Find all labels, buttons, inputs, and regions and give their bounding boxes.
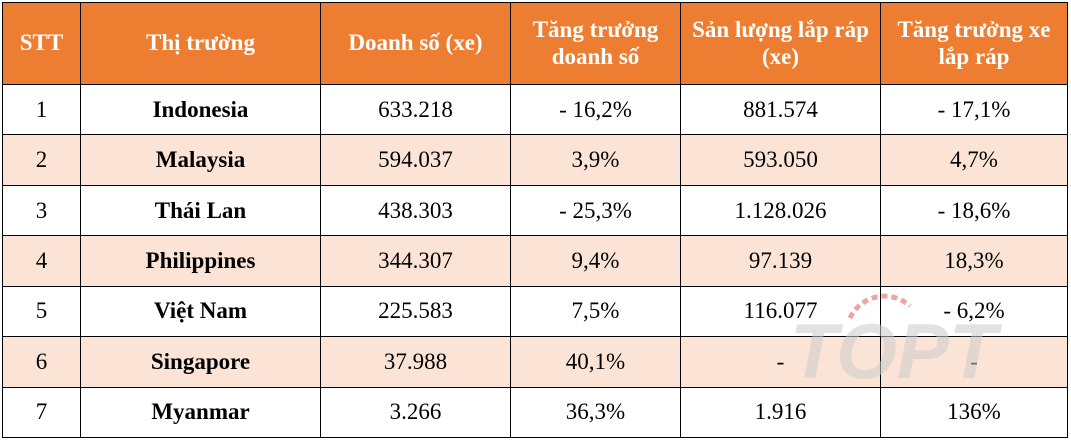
cell-market: Malaysia bbox=[80, 134, 321, 186]
cell-sales: 37.988 bbox=[320, 336, 511, 388]
cell-sales: 3.266 bbox=[320, 386, 511, 439]
cell-market: Thái Lan bbox=[80, 184, 321, 237]
cell-market: Myanmar bbox=[80, 386, 321, 439]
header-sales-growth: Tăng trưởng doanh số bbox=[510, 2, 681, 85]
cell-assembly: 97.139 bbox=[680, 235, 881, 287]
cell-stt: 4 bbox=[2, 235, 81, 287]
cell-stt: 1 bbox=[2, 83, 81, 136]
cell-assembly-growth: 136% bbox=[880, 386, 1068, 439]
cell-sales-growth: 36,3% bbox=[510, 386, 681, 439]
cell-stt: 2 bbox=[2, 134, 81, 186]
cell-assembly: 1.916 bbox=[680, 386, 881, 439]
header-assembly: Sản lượng lắp ráp (xe) bbox=[680, 2, 881, 85]
cell-assembly-growth: 18,3% bbox=[880, 235, 1068, 287]
cell-sales-growth: 9,4% bbox=[510, 235, 681, 287]
cell-market: Việt Nam bbox=[80, 285, 321, 338]
cell-market: Singapore bbox=[80, 336, 321, 388]
cell-assembly-growth: - bbox=[880, 336, 1068, 388]
header-market: Thị trường bbox=[80, 2, 321, 85]
header-stt: STT bbox=[2, 2, 81, 85]
table-row: 2 Malaysia 594.037 3,9% 593.050 4,7% bbox=[2, 134, 1068, 186]
cell-sales-growth: - 16,2% bbox=[510, 83, 681, 136]
cell-assembly: 116.077 bbox=[680, 285, 881, 338]
cell-assembly: 593.050 bbox=[680, 134, 881, 186]
cell-sales: 633.218 bbox=[320, 83, 511, 136]
cell-sales-growth: 7,5% bbox=[510, 285, 681, 338]
header-row: STT Thị trường Doanh số (xe) Tăng trưởng… bbox=[2, 2, 1068, 85]
cell-assembly: - bbox=[680, 336, 881, 388]
cell-assembly-growth: - 17,1% bbox=[880, 83, 1068, 136]
cell-market: Philippines bbox=[80, 235, 321, 287]
cell-sales-growth: 3,9% bbox=[510, 134, 681, 186]
cell-sales: 438.303 bbox=[320, 184, 511, 237]
cell-sales: 594.037 bbox=[320, 134, 511, 186]
header-assembly-growth: Tăng trưởng xe lắp ráp bbox=[880, 2, 1068, 85]
cell-assembly-growth: - 18,6% bbox=[880, 184, 1068, 237]
cell-stt: 3 bbox=[2, 184, 81, 237]
cell-sales: 344.307 bbox=[320, 235, 511, 287]
cell-assembly: 881.574 bbox=[680, 83, 881, 136]
cell-assembly: 1.128.026 bbox=[680, 184, 881, 237]
cell-stt: 5 bbox=[2, 285, 81, 338]
cell-market: Indonesia bbox=[80, 83, 321, 136]
table-row: 7 Myanmar 3.266 36,3% 1.916 136% bbox=[2, 386, 1068, 439]
table-row: 4 Philippines 344.307 9,4% 97.139 18,3% bbox=[2, 235, 1068, 287]
cell-stt: 6 bbox=[2, 336, 81, 388]
header-sales: Doanh số (xe) bbox=[320, 2, 511, 85]
table-row: 1 Indonesia 633.218 - 16,2% 881.574 - 17… bbox=[2, 83, 1068, 136]
table-row: 5 Việt Nam 225.583 7,5% 116.077 - 6,2% bbox=[2, 285, 1068, 338]
cell-sales-growth: 40,1% bbox=[510, 336, 681, 388]
table-row: 3 Thái Lan 438.303 - 25,3% 1.128.026 - 1… bbox=[2, 184, 1068, 237]
table-row: 6 Singapore 37.988 40,1% - - bbox=[2, 336, 1068, 388]
cell-sales: 225.583 bbox=[320, 285, 511, 338]
cell-assembly-growth: - 6,2% bbox=[880, 285, 1068, 338]
cell-sales-growth: - 25,3% bbox=[510, 184, 681, 237]
cell-stt: 7 bbox=[2, 386, 81, 439]
cell-assembly-growth: 4,7% bbox=[880, 134, 1068, 186]
